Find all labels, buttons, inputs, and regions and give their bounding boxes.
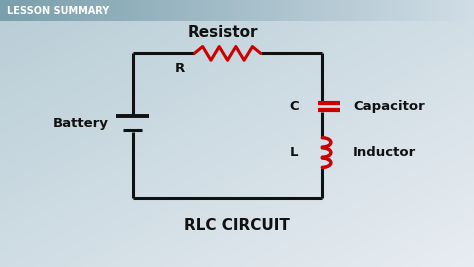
Text: LESSON SUMMARY: LESSON SUMMARY	[7, 6, 109, 16]
Text: Inductor: Inductor	[353, 146, 416, 159]
Text: L: L	[290, 146, 299, 159]
Text: RLC CIRCUIT: RLC CIRCUIT	[184, 218, 290, 233]
Text: Resistor: Resistor	[188, 25, 258, 40]
Text: Battery: Battery	[53, 116, 109, 129]
Text: R: R	[175, 62, 185, 75]
Text: C: C	[289, 100, 299, 113]
Text: Capacitor: Capacitor	[353, 100, 425, 113]
